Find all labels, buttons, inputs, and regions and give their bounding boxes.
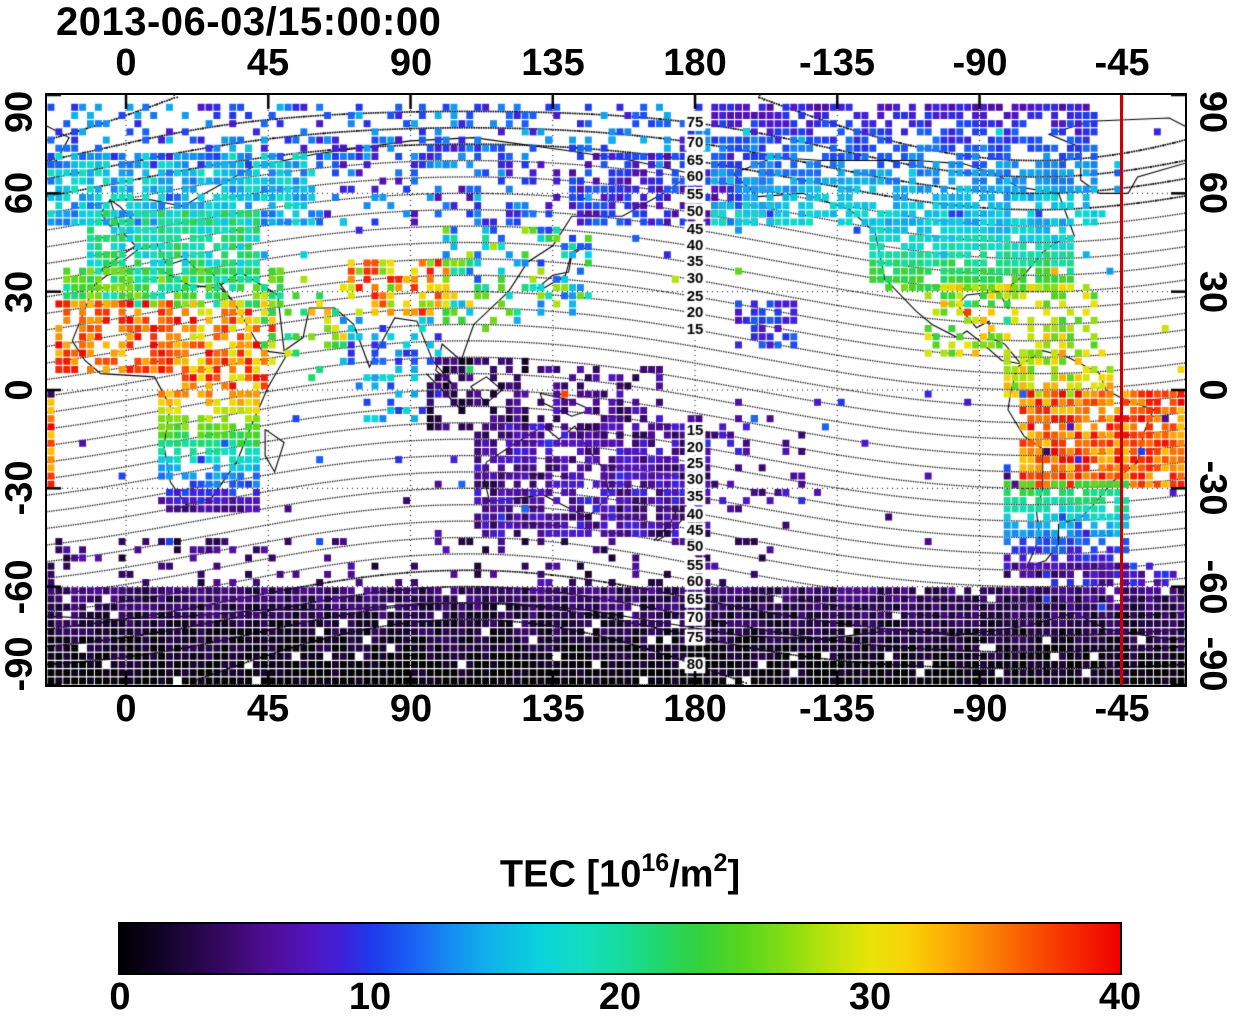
colorbar-tick-20: 20 [598,976,642,1018]
tec-world-map-canvas [45,93,1187,687]
x-tick-top-45: 45 [246,42,290,84]
colorbar-title-unit: /m [669,853,714,896]
longitude-marker-line [1120,95,1124,685]
x-tick-bottom-45: 45 [246,688,290,730]
colorbar-tick-30: 30 [848,976,892,1018]
y-tick-left-60: 60 [0,171,41,215]
colorbar-tick-40: 40 [1098,976,1142,1018]
x-tick-bottom-0: 0 [115,688,137,730]
x-tick-top-m135: -135 [798,42,876,84]
colorbar-title-exp2: 2 [713,849,728,877]
x-tick-top-m90: -90 [952,42,1008,84]
colorbar-title-exp: 16 [641,849,670,877]
plot-title: 2013-06-03/15:00:00 [56,0,442,44]
y-tick-left-30: 30 [0,270,41,314]
colorbar-tick-0: 0 [109,976,131,1018]
x-tick-top-90: 90 [389,42,433,84]
x-tick-bottom-m90: -90 [952,688,1008,730]
y-tick-left-m60: -60 [0,559,41,615]
x-tick-top-0: 0 [115,42,137,84]
y-tick-left-90: 90 [0,90,41,134]
colorbar-tick-10: 10 [348,976,392,1018]
colorbar-title: TEC [1016/m2] [499,849,741,897]
x-tick-bottom-135: 135 [521,688,585,730]
y-tick-right-0: 0 [1191,379,1234,401]
colorbar-gradient [120,924,1120,973]
y-tick-right-90: 90 [1191,90,1234,134]
colorbar [118,922,1122,975]
y-tick-right-60: 60 [1191,171,1234,215]
x-tick-bottom-90: 90 [389,688,433,730]
x-tick-top-m45: -45 [1094,42,1150,84]
x-tick-bottom-m45: -45 [1094,688,1150,730]
y-tick-left-m30: -30 [0,460,41,516]
y-tick-left-m90: -90 [0,636,41,692]
x-tick-top-135: 135 [521,42,585,84]
x-tick-bottom-m135: -135 [798,688,876,730]
y-tick-left-0: 0 [0,379,41,401]
x-tick-bottom-180: 180 [663,688,727,730]
y-tick-right-m60: -60 [1191,559,1234,615]
y-tick-right-m90: -90 [1191,636,1234,692]
y-tick-right-m30: -30 [1191,460,1234,516]
colorbar-title-text: TEC [10 [499,853,642,896]
x-tick-top-180: 180 [663,42,727,84]
y-tick-right-30: 30 [1191,270,1234,314]
colorbar-title-close: ] [727,853,741,896]
